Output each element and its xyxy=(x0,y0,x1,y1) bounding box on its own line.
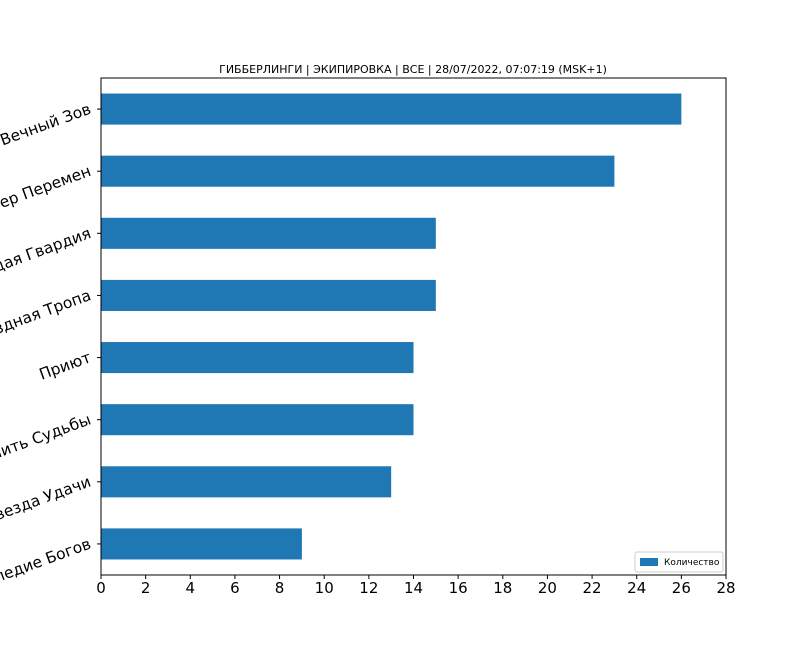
x-tick-label: 28 xyxy=(716,579,735,597)
x-tick-label: 14 xyxy=(404,579,423,597)
bar xyxy=(101,93,682,125)
legend-box xyxy=(634,551,724,573)
x-tick-label: 16 xyxy=(449,579,468,597)
x-tick-label: 12 xyxy=(359,579,378,597)
x-tick-label: 24 xyxy=(627,579,646,597)
plot-area-frame xyxy=(100,77,727,576)
x-tick-label: 26 xyxy=(672,579,691,597)
x-tick-label: 0 xyxy=(96,579,106,597)
x-tick-label: 22 xyxy=(583,579,602,597)
x-tick-label: 20 xyxy=(538,579,557,597)
bar xyxy=(101,279,436,311)
x-tick-label: 6 xyxy=(230,579,240,597)
bars-layer xyxy=(101,93,682,560)
chart-title: ГИББЕРЛИНГИ | ЭКИПИРОВКА | ВСЕ | 28/07/2… xyxy=(219,63,607,76)
bar xyxy=(101,404,414,436)
legend: Количество xyxy=(634,551,724,573)
bar xyxy=(101,155,615,187)
legend-label: Количество xyxy=(664,558,720,568)
bar xyxy=(101,217,436,249)
x-tick-label: 18 xyxy=(493,579,512,597)
x-axis: 0 2 4 6 8 10 12 14 16 18 20 22 24 26 28 xyxy=(96,575,736,597)
x-tick-label: 8 xyxy=(275,579,285,597)
bar xyxy=(101,528,302,560)
bar xyxy=(101,466,392,498)
x-tick-label: 4 xyxy=(186,579,196,597)
legend-swatch xyxy=(640,558,658,566)
x-tick-label: 10 xyxy=(315,579,334,597)
bar xyxy=(101,342,414,374)
x-tick-label: 2 xyxy=(141,579,151,597)
